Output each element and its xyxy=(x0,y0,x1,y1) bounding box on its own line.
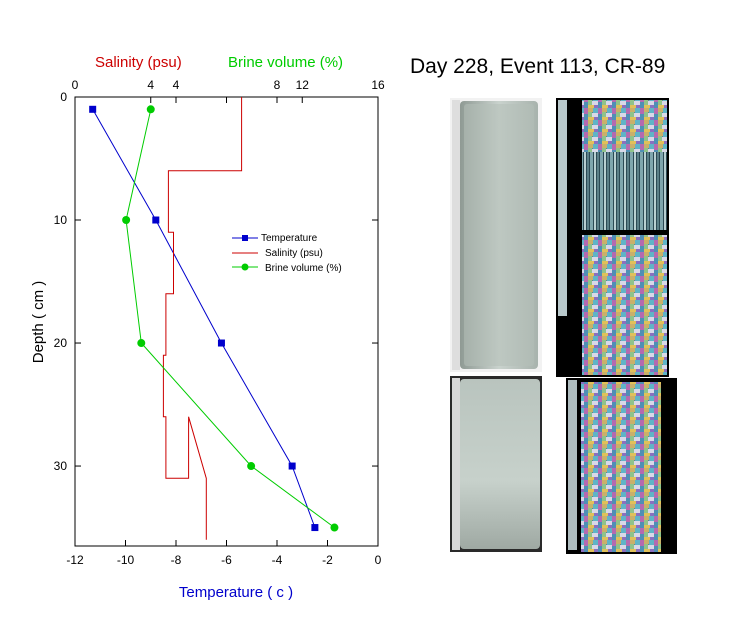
y-tick-label-0: 0 xyxy=(60,90,67,104)
x-tick-label-5: -2 xyxy=(322,553,333,567)
point-brine-volume-2 xyxy=(137,339,146,348)
point-temperature-2 xyxy=(217,339,225,347)
series-line-salinity-psu xyxy=(162,97,243,540)
plot-frame xyxy=(74,96,379,547)
point-brine-volume-0 xyxy=(146,105,155,114)
series-line-brine-volume xyxy=(125,109,335,528)
x-tick-label-3: -6 xyxy=(221,553,232,567)
core-section-top-polarized xyxy=(556,98,669,377)
x-tick-label-2: -8 xyxy=(171,553,182,567)
core-section-bottom-natural xyxy=(450,376,542,552)
series-layer xyxy=(89,97,339,540)
legend-label-brine: Brine volume (%) xyxy=(265,263,342,274)
core-section-bottom-polarized xyxy=(566,378,677,554)
figure-title: Day 228, Event 113, CR-89 xyxy=(410,55,665,78)
legend-marker-temperature xyxy=(242,235,248,241)
top-axis-title-salinity: Salinity (psu) xyxy=(95,54,182,71)
y-tick-label-1: 10 xyxy=(54,213,68,227)
y-axis-title: Depth ( cm ) xyxy=(30,281,47,364)
point-brine-volume-4 xyxy=(330,523,339,532)
brine-tick-label-2: 12 xyxy=(296,78,310,92)
legend-label-salinity: Salinity (psu) xyxy=(265,248,323,259)
x-tick-label-4: -4 xyxy=(272,553,283,567)
series-line-temperature xyxy=(92,109,316,528)
point-temperature-1 xyxy=(152,216,160,224)
salinity-tick-label-1: 4 xyxy=(173,78,180,92)
point-brine-volume-3 xyxy=(247,462,256,471)
x-tick-label-1: -10 xyxy=(117,553,135,567)
point-brine-volume-1 xyxy=(122,216,131,225)
top-axis-title-brine: Brine volume (%) xyxy=(228,54,343,71)
y-tick-label-2: 20 xyxy=(54,336,68,350)
x-tick-label-0: -12 xyxy=(66,553,84,567)
x-tick-label-6: 0 xyxy=(375,553,382,567)
bottom-axis-title: Temperature ( c ) xyxy=(179,584,293,601)
point-temperature-0 xyxy=(89,105,97,113)
point-temperature-4 xyxy=(311,524,319,532)
brine-tick-label-0: 4 xyxy=(147,78,154,92)
salinity-tick-label-0: 0 xyxy=(72,78,79,92)
salinity-tick-label-2: 8 xyxy=(274,78,281,92)
point-temperature-3 xyxy=(288,462,296,470)
legend-label-temperature: Temperature xyxy=(261,233,318,244)
legend: Temperature Salinity (psu) Brine volume … xyxy=(232,233,342,274)
core-section-top-natural xyxy=(450,98,542,372)
y-tick-label-3: 30 xyxy=(54,459,68,473)
legend-marker-brine xyxy=(241,263,249,271)
brine-tick-label-3: 16 xyxy=(371,78,385,92)
